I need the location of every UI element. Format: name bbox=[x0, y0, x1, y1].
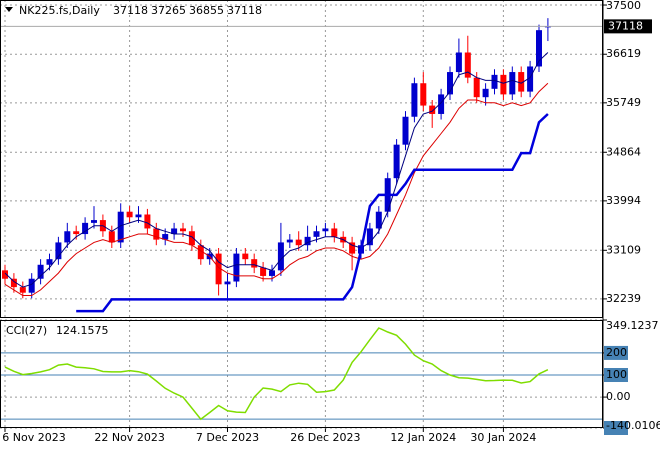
candle-body bbox=[73, 231, 80, 235]
candle-body bbox=[313, 231, 320, 237]
candle-body bbox=[64, 231, 71, 243]
y-tick-label: 35749 bbox=[606, 96, 641, 109]
candle-body bbox=[224, 281, 231, 285]
candle-body bbox=[10, 278, 17, 288]
candle-body bbox=[144, 214, 151, 229]
candle-body bbox=[117, 211, 124, 243]
candle-body bbox=[322, 228, 329, 232]
candle-body bbox=[438, 94, 445, 114]
candle-body bbox=[393, 144, 400, 179]
candle-body bbox=[331, 228, 338, 237]
candle-body bbox=[491, 74, 498, 89]
menu-triangle bbox=[5, 7, 13, 12]
candle-body bbox=[420, 83, 427, 106]
y-tick-box bbox=[604, 421, 628, 435]
series-line bbox=[4, 52, 549, 288]
y-tick-label: -140.0106 bbox=[606, 419, 660, 432]
candle-body bbox=[500, 74, 507, 95]
candle-body bbox=[295, 239, 302, 246]
x-tick-label: 12 Jan 2024 bbox=[390, 431, 456, 444]
y-tick-label: 36619 bbox=[606, 47, 641, 60]
last-price-box bbox=[604, 19, 652, 34]
candle-body bbox=[286, 239, 293, 243]
candle-body bbox=[135, 214, 142, 218]
y-tick-label: 200 bbox=[606, 346, 627, 359]
series-line bbox=[76, 113, 549, 313]
candle-body bbox=[518, 72, 525, 92]
candle-body bbox=[447, 72, 453, 95]
candle-body bbox=[188, 231, 195, 246]
y-tick-label: 100 bbox=[606, 368, 627, 381]
candle-body bbox=[2, 270, 8, 279]
series-line bbox=[4, 327, 549, 421]
x-tick-label: 30 Jan 2024 bbox=[470, 431, 536, 444]
candle-body bbox=[55, 242, 62, 260]
candle-body bbox=[126, 211, 133, 218]
candle-body bbox=[509, 72, 516, 95]
candle-body bbox=[260, 267, 267, 276]
last-open: 37118 bbox=[113, 4, 148, 17]
candle-body bbox=[197, 245, 204, 260]
y-tick-box bbox=[604, 345, 628, 360]
y-tick-label: 34864 bbox=[606, 145, 641, 158]
y-tick-label: 33109 bbox=[606, 243, 641, 256]
candle-body bbox=[91, 220, 97, 223]
candle-body bbox=[162, 234, 169, 240]
candle-body bbox=[233, 253, 240, 282]
candle-body bbox=[411, 83, 418, 117]
candle-body bbox=[429, 105, 436, 114]
y-tick-label: 349.1237 bbox=[606, 319, 659, 332]
indicator-value: 124.1575 bbox=[56, 324, 109, 337]
candle-body bbox=[242, 253, 249, 260]
candle-body bbox=[527, 66, 534, 92]
x-tick-label: 26 Dec 2023 bbox=[290, 431, 360, 444]
x-tick-label: 22 Nov 2023 bbox=[94, 431, 164, 444]
candle-body bbox=[251, 259, 258, 268]
series-line bbox=[4, 82, 549, 296]
x-tick-label: 6 Nov 2023 bbox=[2, 431, 65, 444]
candle-body bbox=[402, 116, 409, 145]
candle-body bbox=[269, 270, 275, 276]
candle-body bbox=[473, 77, 480, 98]
last-close: 37118 bbox=[227, 4, 262, 17]
candle-body bbox=[153, 228, 160, 240]
y-tick-label: 32239 bbox=[606, 292, 641, 305]
candle-body bbox=[277, 242, 284, 271]
candle-body bbox=[46, 259, 53, 265]
candle-body bbox=[37, 264, 44, 279]
candle-body bbox=[536, 30, 542, 67]
x-tick-label: 7 Dec 2023 bbox=[196, 431, 259, 444]
candle-body bbox=[171, 228, 178, 235]
candle-body bbox=[349, 242, 356, 254]
indicator-title: CCI(27) bbox=[6, 324, 47, 337]
candle-body bbox=[304, 236, 311, 246]
candle-body bbox=[28, 278, 35, 293]
candle-body bbox=[366, 228, 373, 246]
last-low: 36855 bbox=[189, 4, 224, 17]
y-tick-label: 33994 bbox=[606, 194, 641, 207]
last-price-label: 37118 bbox=[608, 19, 643, 32]
y-tick-box bbox=[604, 368, 628, 383]
candle-body bbox=[464, 52, 471, 78]
candle-body bbox=[215, 253, 222, 285]
candle-body bbox=[375, 211, 382, 229]
candle-body bbox=[108, 231, 115, 243]
y-tick-label: 0.00 bbox=[606, 390, 631, 403]
y-tick-label: 37500 bbox=[606, 0, 641, 12]
chart-title: NK225.fs,Daily bbox=[19, 4, 100, 17]
candle-body bbox=[82, 222, 89, 235]
candle-body bbox=[19, 287, 26, 293]
candle-body bbox=[482, 88, 489, 98]
candle-body bbox=[180, 228, 186, 232]
candle-body bbox=[455, 52, 462, 73]
last-high: 37265 bbox=[151, 4, 186, 17]
